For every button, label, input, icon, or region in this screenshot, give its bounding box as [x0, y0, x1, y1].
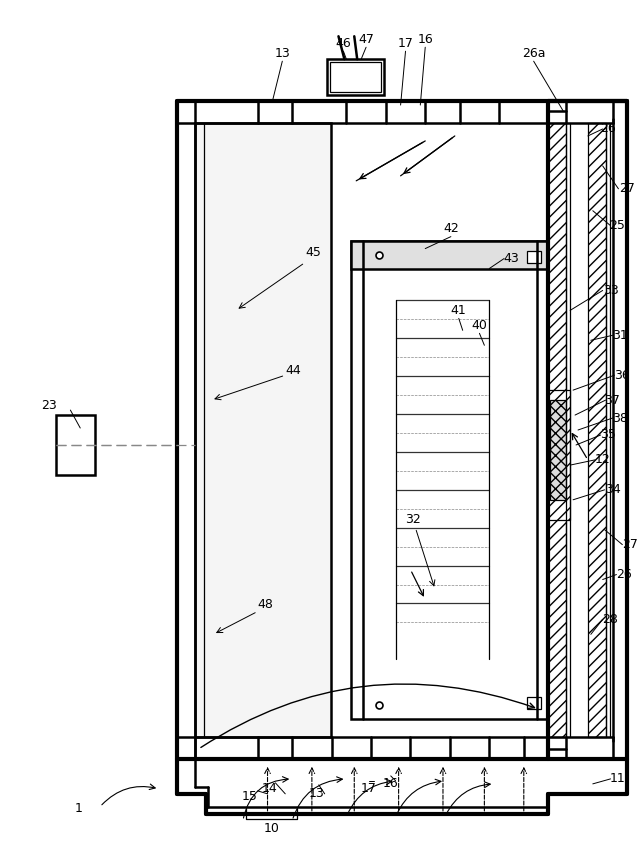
Text: 26: 26: [616, 568, 632, 581]
Text: 42: 42: [443, 223, 459, 236]
Text: 25: 25: [609, 219, 625, 232]
Text: 33: 33: [603, 284, 618, 297]
Text: 11: 11: [609, 772, 625, 785]
Text: 48: 48: [258, 598, 273, 611]
Text: 31: 31: [612, 329, 628, 342]
Text: 36: 36: [614, 369, 630, 382]
Text: 17: 17: [361, 782, 377, 795]
Bar: [351, 241, 548, 268]
Text: 26a: 26a: [522, 47, 545, 60]
Text: 17: 17: [397, 36, 413, 49]
Text: 44: 44: [285, 364, 301, 377]
Text: 34: 34: [605, 483, 620, 496]
Text: 38: 38: [612, 411, 628, 424]
Bar: [195, 123, 331, 737]
Text: 37: 37: [605, 394, 620, 407]
Text: 23: 23: [41, 398, 56, 411]
Text: 14: 14: [262, 782, 277, 795]
Text: 43: 43: [503, 252, 519, 265]
Text: 26: 26: [600, 122, 616, 135]
Text: 1: 1: [74, 802, 82, 815]
Text: 27: 27: [622, 538, 638, 551]
Bar: [56, 415, 95, 475]
Text: 41: 41: [451, 304, 467, 317]
Bar: [588, 123, 605, 737]
Text: 10: 10: [264, 822, 280, 835]
Text: 16: 16: [417, 33, 433, 46]
Text: 45: 45: [305, 246, 321, 259]
Text: 35: 35: [600, 429, 616, 442]
Text: 16: 16: [383, 778, 399, 791]
Text: 28: 28: [603, 613, 618, 626]
Text: 12: 12: [595, 454, 611, 467]
Text: 13: 13: [275, 47, 290, 60]
Bar: [527, 250, 541, 262]
Text: 46: 46: [335, 36, 351, 49]
Text: 47: 47: [358, 33, 374, 46]
Text: 27: 27: [620, 182, 636, 196]
Bar: [527, 697, 541, 709]
Bar: [548, 123, 566, 737]
Bar: [330, 62, 381, 92]
Text: 15: 15: [242, 791, 258, 804]
Bar: [351, 241, 548, 719]
Bar: [548, 391, 570, 520]
Text: 32: 32: [406, 514, 421, 527]
Bar: [326, 59, 384, 95]
Text: 40: 40: [472, 319, 488, 332]
Text: 13: 13: [309, 787, 324, 800]
Bar: [550, 400, 566, 500]
